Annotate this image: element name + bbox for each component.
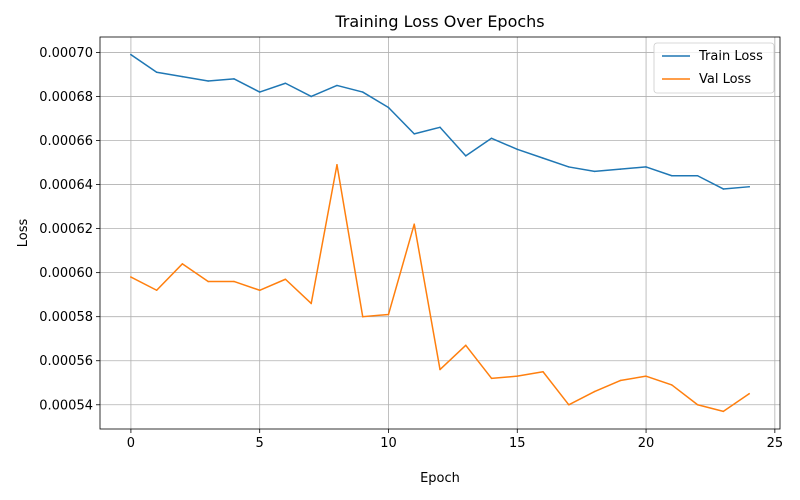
y-tick-label: 0.00066 — [39, 134, 93, 149]
axis-ticks: 0 5 10 15 20 25 0.00054 0.00056 0.00058 0.00060 0.… — [39, 46, 783, 451]
y-tick-label: 0.00060 — [39, 266, 93, 281]
data-point-val-loss — [490, 377, 493, 380]
gridlines — [100, 37, 780, 429]
data-point-train-loss — [619, 168, 622, 170]
data-point-val-loss — [748, 393, 750, 395]
series-layer — [129, 53, 751, 413]
data-point-val-loss — [361, 315, 364, 318]
x-tick-label: 25 — [767, 436, 784, 451]
y-tick-label: 0.00070 — [39, 46, 93, 61]
data-point-train-loss — [233, 78, 235, 80]
data-point-train-loss — [593, 170, 596, 173]
data-point-val-loss — [568, 404, 570, 406]
data-point-val-loss — [387, 313, 390, 316]
y-tick-label: 0.00056 — [39, 354, 93, 369]
data-point-train-loss — [155, 71, 158, 73]
legend-label-train-loss: Train Loss — [698, 49, 763, 64]
data-point-train-loss — [258, 91, 261, 93]
data-point-val-loss — [181, 263, 184, 265]
data-point-train-loss — [413, 133, 415, 135]
y-tick-label: 0.00054 — [39, 398, 93, 413]
data-point-train-loss — [181, 75, 184, 78]
data-point-val-loss — [671, 384, 673, 386]
data-point-train-loss — [387, 106, 390, 109]
data-point-val-loss — [130, 276, 132, 278]
data-point-val-loss — [155, 289, 158, 292]
data-point-val-loss — [310, 302, 312, 305]
data-point-val-loss — [516, 375, 519, 377]
data-point-train-loss — [516, 148, 519, 151]
data-point-val-loss — [593, 390, 596, 393]
x-tick-label: 0 — [127, 436, 135, 451]
data-point-val-loss — [258, 289, 261, 292]
y-tick-label: 0.00062 — [39, 222, 93, 237]
data-point-val-loss — [645, 375, 647, 377]
data-point-val-loss — [439, 368, 441, 371]
y-tick-label: 0.00058 — [39, 310, 93, 325]
data-point-train-loss — [542, 157, 544, 159]
data-point-train-loss — [696, 174, 699, 177]
data-point-train-loss — [336, 84, 338, 87]
chart-title: Training Loss Over Epochs — [334, 12, 544, 31]
data-point-train-loss — [465, 155, 467, 157]
data-point-val-loss — [233, 280, 235, 283]
data-point-train-loss — [722, 188, 725, 190]
data-point-train-loss — [361, 91, 364, 93]
y-axis-label: Loss — [16, 219, 31, 248]
data-point-train-loss — [207, 80, 209, 82]
data-point-val-loss — [284, 278, 287, 280]
x-tick-label: 15 — [509, 436, 526, 451]
data-point-train-loss — [130, 53, 132, 56]
data-point-train-loss — [284, 82, 287, 84]
data-point-train-loss — [568, 166, 570, 168]
x-tick-label: 5 — [256, 436, 264, 451]
data-point-train-loss — [310, 95, 312, 98]
data-point-train-loss — [748, 186, 750, 188]
data-point-val-loss — [696, 404, 699, 406]
data-point-val-loss — [722, 410, 725, 413]
data-point-train-loss — [439, 126, 441, 129]
legend-label-val-loss: Val Loss — [699, 72, 751, 87]
y-tick-label: 0.00068 — [39, 90, 93, 105]
axes-frame — [99, 36, 781, 430]
plot-area — [100, 37, 780, 429]
data-point-val-loss — [619, 379, 622, 382]
data-point-train-loss — [645, 166, 647, 168]
data-point-val-loss — [336, 163, 338, 166]
data-point-train-loss — [490, 137, 493, 140]
data-point-train-loss — [671, 174, 673, 177]
data-point-val-loss — [413, 223, 415, 225]
x-tick-label: 20 — [638, 436, 655, 451]
data-point-val-loss — [207, 280, 209, 283]
legend: Train Loss Val Loss — [653, 42, 775, 94]
y-tick-label: 0.00064 — [39, 178, 93, 193]
data-point-val-loss — [465, 344, 467, 347]
x-axis-label: Epoch — [420, 471, 460, 486]
x-tick-label: 10 — [380, 436, 397, 451]
data-point-val-loss — [542, 370, 544, 373]
